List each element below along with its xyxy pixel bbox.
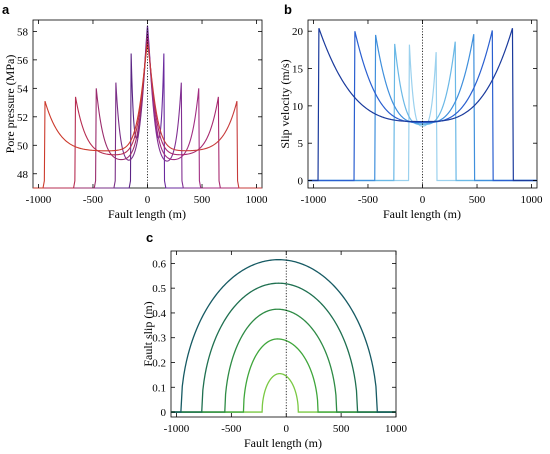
x-tick-label: -1000 [301,194,327,206]
y-tick-label: 48 [17,169,29,181]
y-tick-label: 0.1 [152,382,166,394]
pressure-curve [33,44,149,189]
y-tick-label: 0 [298,176,304,188]
x-tick-label: 1000 [246,194,269,206]
pressure-curve [33,39,149,189]
velocity-curve [422,41,537,182]
y-tick-label: 58 [17,26,29,38]
velocity-curve [422,28,537,182]
velocity-curve [422,52,537,182]
panel-c-letter: c [146,230,153,245]
y-tick-label: 0.4 [152,308,166,320]
panel-c-series [171,259,396,413]
y-tick-label: 0.6 [152,258,166,270]
panel-b-ylabel: Slip velocity (m/s) [278,59,292,148]
x-tick-label: 500 [194,194,211,206]
panel-c: c -1000 -500 0 500 1000 0 0.1 0.2 0.3 0.4 0.5 0.6 F… [141,230,408,450]
panel-b-series [308,28,537,182]
slip-curve [171,282,396,413]
velocity-curve [422,30,537,182]
slip-curve [171,338,396,413]
panel-b-letter: b [284,2,292,17]
y-tick-label: 56 [17,55,29,67]
slip-curve [171,259,396,413]
y-tick-label: 5 [298,138,304,150]
pressure-curve [146,44,262,189]
panel-c-xlabel: Fault length (m) [244,436,322,450]
y-tick-label: 20 [292,26,304,38]
y-tick-label: 50 [17,140,29,152]
x-tick-label: -500 [221,423,242,435]
pressure-curve [33,25,149,189]
panel-a-ticks: -1000 -500 0 500 1000 48 50 52 54 56 58 [17,20,268,206]
y-tick-label: 52 [17,112,28,124]
y-tick-label: 0 [161,407,167,419]
slip-curve [171,308,396,413]
panel-a-series [33,25,262,189]
panel-b-xlabel: Fault length (m) [383,207,461,221]
pressure-curve [146,31,262,189]
pressure-curve [33,35,149,189]
x-tick-label: 0 [283,423,289,435]
pressure-curve [33,31,149,189]
x-tick-label: -1000 [164,423,190,435]
velocity-curve [422,34,537,182]
pressure-curve [146,35,262,189]
velocity-curve [308,43,423,182]
panel-a: a -1000 -500 0 500 1000 48 50 52 54 56 58 Fault le… [2,2,268,221]
x-tick-label: -500 [358,194,379,206]
x-tick-label: 0 [420,194,426,206]
x-tick-label: 0 [145,194,151,206]
slip-curve [171,372,396,413]
panel-c-axes-frame [170,250,397,418]
velocity-curve [308,28,423,182]
panel-c-ylabel: Fault slip (m) [141,301,155,366]
x-tick-label: 500 [333,423,350,435]
panel-b-ticks: -1000 -500 0 500 1000 0 5 10 15 20 [292,20,543,206]
x-tick-label: 500 [469,194,486,206]
x-tick-label: -1000 [26,194,52,206]
y-tick-label: 15 [292,64,304,76]
panel-c-ticks: -1000 -500 0 500 1000 0 0.1 0.2 0.3 0.4 0.5 0.6 [152,251,408,435]
velocity-curve [308,44,423,182]
panel-b: b -1000 -500 0 500 1000 0 5 10 15 20 Fault length… [278,2,543,221]
y-tick-label: 0.3 [152,333,166,345]
panel-a-letter: a [2,2,10,17]
y-tick-label: 0.2 [152,357,166,369]
pressure-curve [146,39,262,189]
panel-a-ylabel: Pore pressure (MPa) [3,55,17,154]
x-tick-label: -500 [83,194,104,206]
x-tick-label: 1000 [385,423,408,435]
y-tick-label: 0.5 [152,283,166,295]
y-tick-label: 10 [292,101,304,113]
y-tick-label: 54 [17,83,29,95]
panel-a-xlabel: Fault length (m) [108,207,186,221]
pressure-curve [146,25,262,189]
x-tick-label: 1000 [521,194,544,206]
